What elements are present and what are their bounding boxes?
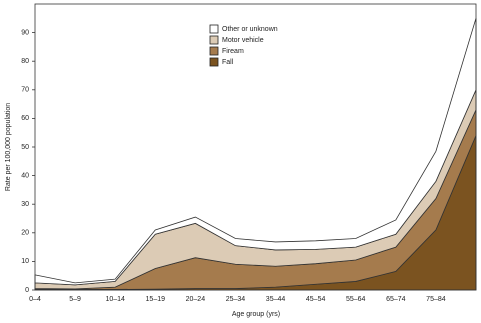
- x-tick-label: 55–64: [346, 296, 366, 303]
- legend-label: Motor vehicle: [222, 37, 264, 44]
- y-tick-label: 30: [21, 201, 29, 208]
- y-tick-label: 60: [21, 115, 29, 122]
- legend-swatch: [209, 24, 219, 34]
- x-tick-label: 0–4: [29, 296, 41, 303]
- legend-label: Fall: [222, 59, 234, 66]
- y-tick-label: 0: [25, 287, 29, 294]
- x-tick-label: 25–34: [226, 296, 246, 303]
- y-tick-label: 70: [21, 87, 29, 94]
- x-tick-label: 65–74: [386, 296, 406, 303]
- legend-label: Fiream: [222, 48, 244, 55]
- x-tick-label: 5–9: [69, 296, 81, 303]
- legend-label: Other or unknown: [222, 26, 278, 33]
- x-tick-label: 45–54: [306, 296, 326, 303]
- legend-swatch: [209, 35, 219, 45]
- y-tick-label: 90: [21, 29, 29, 36]
- y-tick-label: 20: [21, 230, 29, 237]
- x-tick-label: 20–24: [186, 296, 206, 303]
- x-tick-label: 15–19: [146, 296, 166, 303]
- x-axis-label: Age group (yrs): [232, 311, 280, 318]
- x-tick-label: 10–14: [105, 296, 125, 303]
- x-tick-label: 75–84: [426, 296, 446, 303]
- y-tick-label: 10: [21, 258, 29, 265]
- y-tick-label: 80: [21, 58, 29, 65]
- y-tick-label: 50: [21, 144, 29, 151]
- y-axis-label: Rate per 100,000 population: [5, 103, 12, 191]
- x-tick-label: 35–44: [266, 296, 286, 303]
- legend-swatch: [209, 46, 219, 56]
- legend-swatch: [209, 57, 219, 67]
- y-tick-label: 40: [21, 172, 29, 179]
